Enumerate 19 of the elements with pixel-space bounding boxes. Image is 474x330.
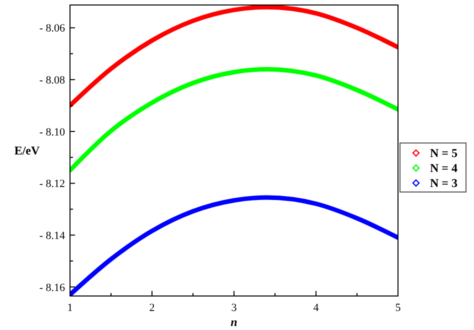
x-tick-label: 2 bbox=[149, 302, 155, 314]
y-tick-label: - 8.16 bbox=[39, 282, 66, 294]
legend-label: N = 4 bbox=[430, 161, 458, 175]
y-axis-title: E/eV bbox=[14, 144, 40, 158]
x-tick-label: 1 bbox=[67, 302, 73, 314]
line-series bbox=[70, 5, 398, 108]
y-tick-label: - 8.06 bbox=[39, 22, 66, 35]
legend-label: N = 3 bbox=[430, 176, 458, 190]
y-tick-label: - 8.12 bbox=[39, 178, 65, 190]
line-series bbox=[70, 195, 398, 296]
y-tick-label: - 8.08 bbox=[39, 74, 66, 86]
x-tick-label: 5 bbox=[395, 302, 402, 314]
y-tick-label: - 8.14 bbox=[39, 230, 66, 242]
legend-label: N = 5 bbox=[430, 146, 458, 160]
x-tick-label: 3 bbox=[231, 302, 238, 314]
x-tick-label: 4 bbox=[313, 302, 320, 314]
y-tick-label: - 8.10 bbox=[39, 126, 66, 138]
x-axis-title: n bbox=[230, 315, 238, 329]
line-series bbox=[70, 67, 398, 173]
